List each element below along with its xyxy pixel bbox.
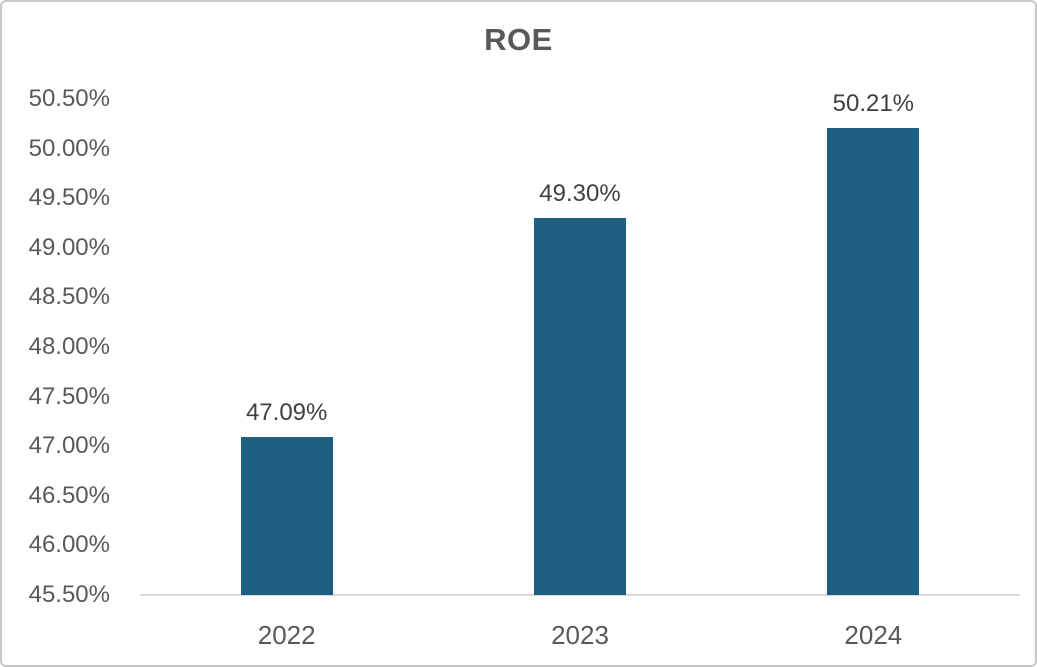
data-label-2023: 49.30% [539,180,621,208]
y-axis-tick-label: 50.00% [28,134,110,162]
bar-2024 [827,127,920,595]
y-axis-tick-label: 48.00% [28,333,110,360]
y-axis-tick-label: 49.50% [28,184,110,212]
y-axis-tick-label: 47.50% [28,382,110,410]
x-axis-label-2022: 2022 [257,620,316,650]
chart-title: ROE [484,22,553,57]
data-label-2022: 47.09% [245,399,328,427]
y-axis-tick-label: 49.00% [28,233,110,261]
x-axis-line [140,594,1020,596]
data-label-2024: 50.21% [832,89,915,117]
y-axis-tick-label: 48.50% [28,283,110,311]
y-axis-tick-label: 45.50% [28,581,110,608]
bar-2022 [240,437,333,595]
y-axis-tick-label: 46.00% [28,531,110,559]
y-axis-tick-label: 46.50% [28,481,110,509]
y-axis-tick-label: 50.50% [28,85,110,112]
x-axis-label-2023: 2023 [551,620,609,650]
bar-2023 [534,218,626,595]
y-axis-tick-label: 47.00% [28,432,110,460]
x-axis-label-2024: 2024 [844,620,903,650]
